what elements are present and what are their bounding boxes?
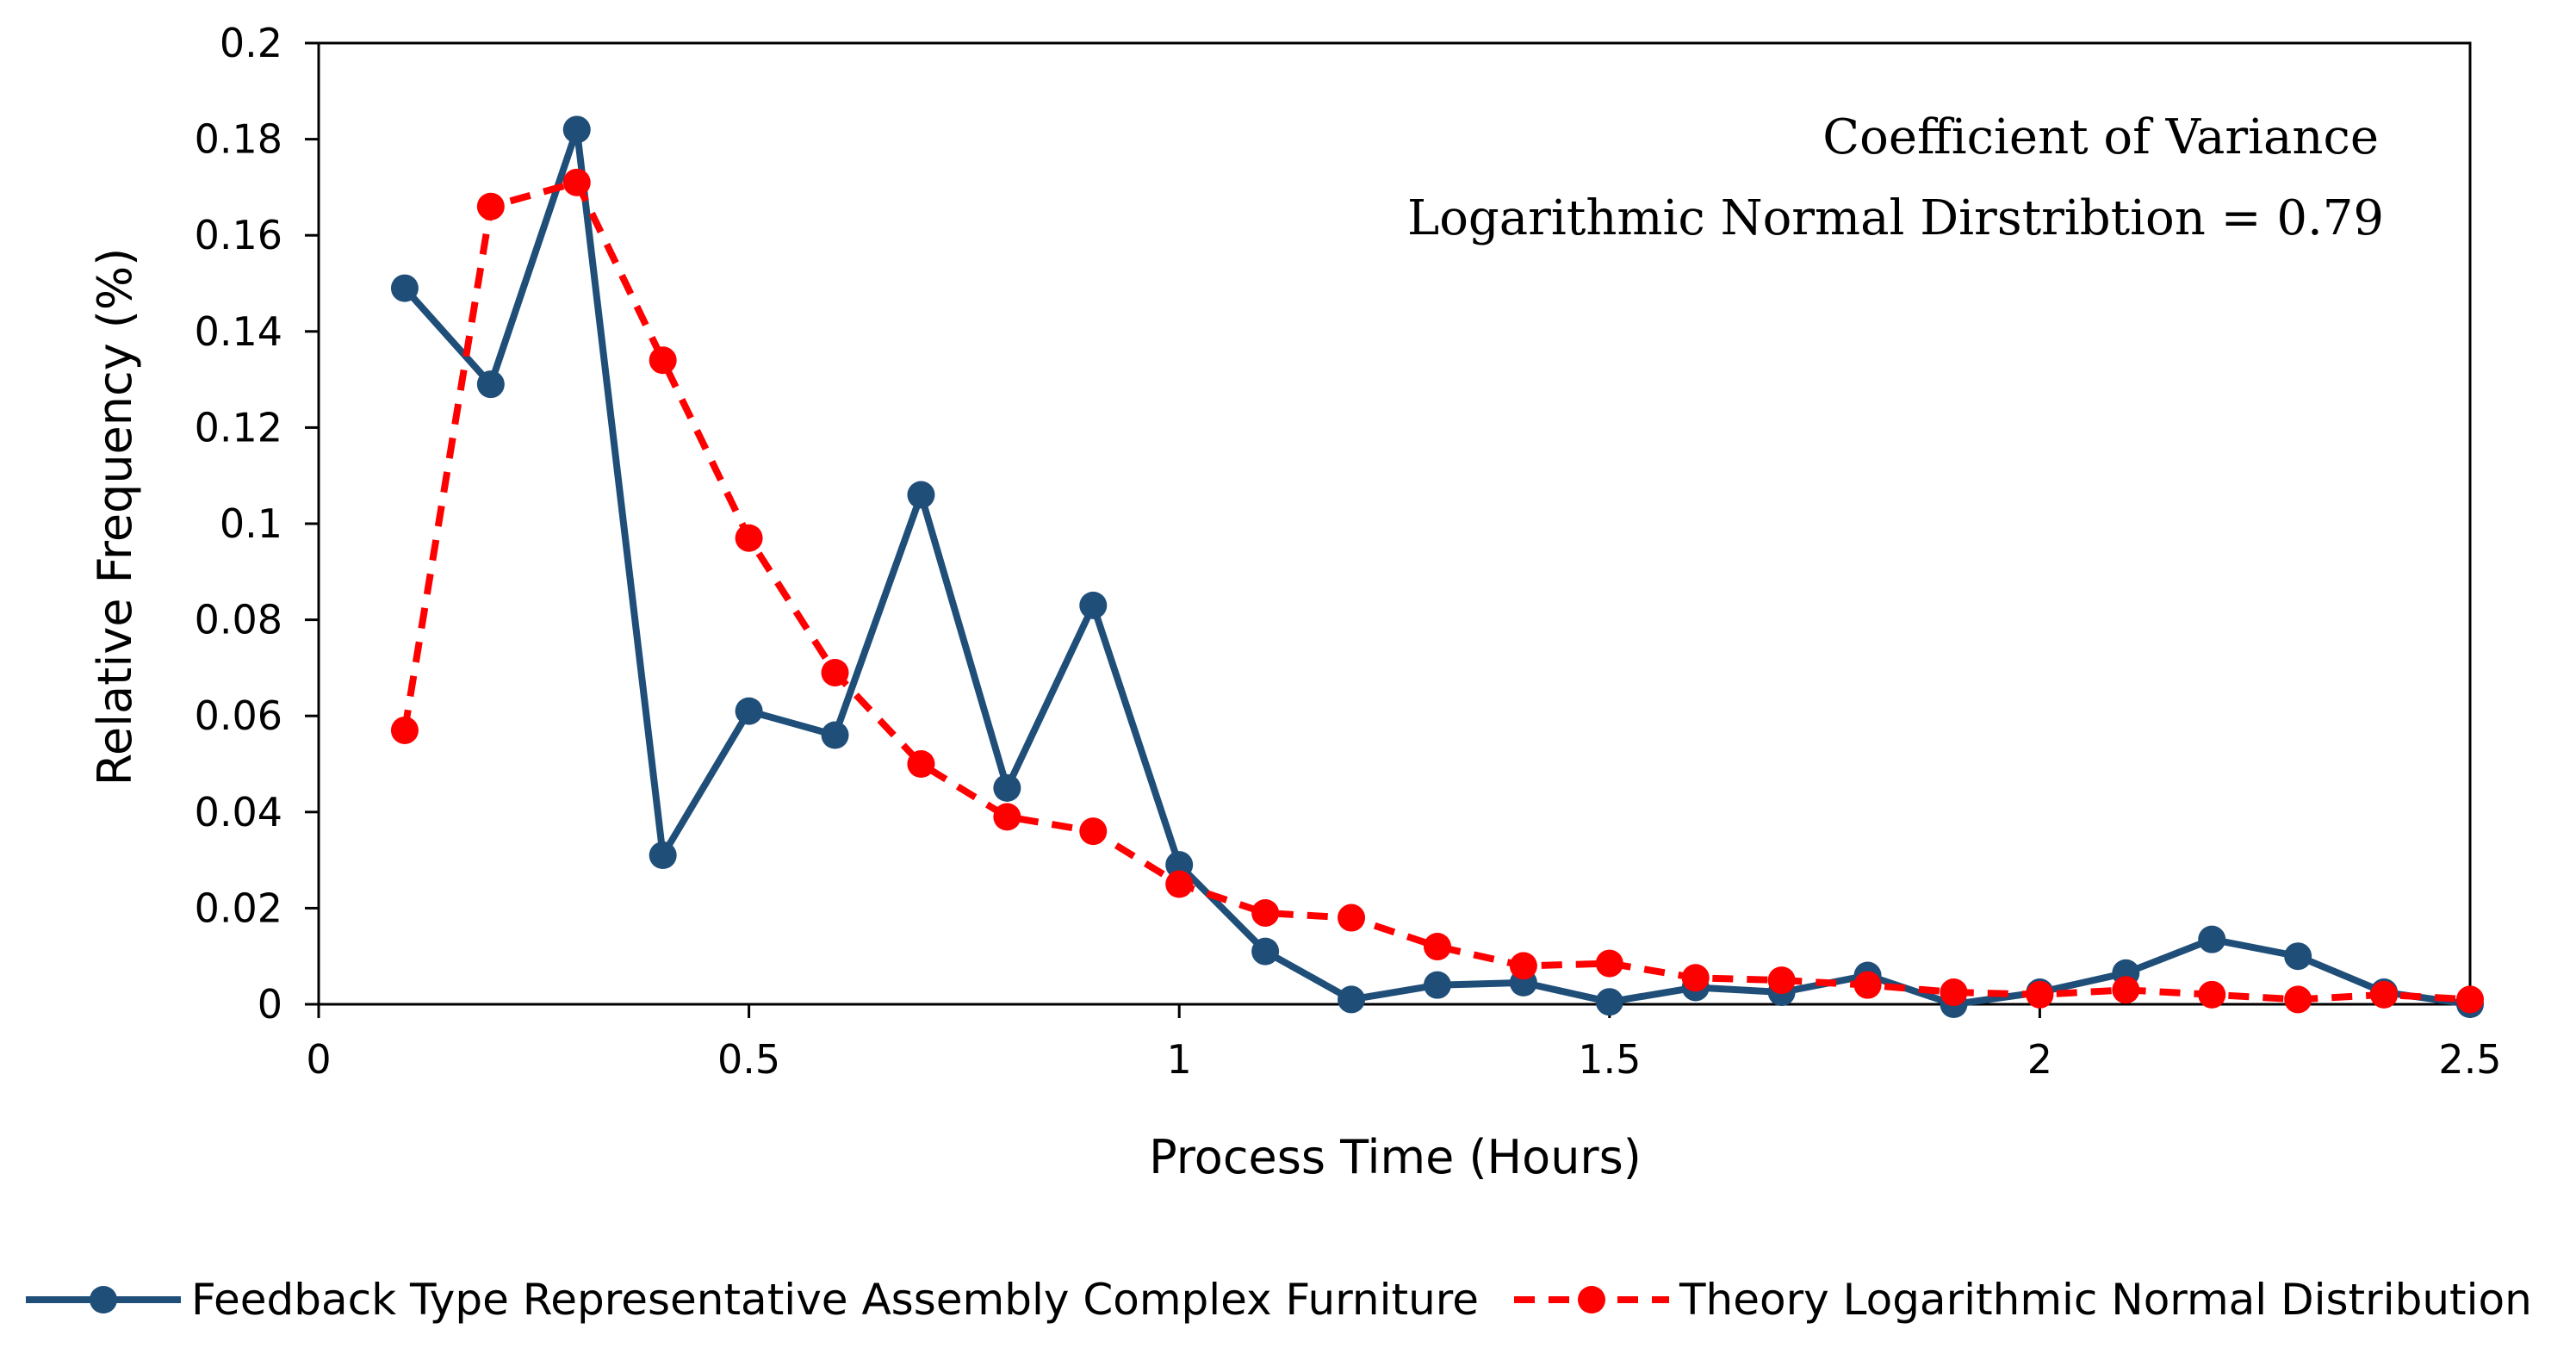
x-tick-label: 1	[1167, 1036, 1192, 1083]
data-point-theory	[1423, 933, 1451, 961]
legend-label-feedback: Feedback Type Representative Assembly Co…	[191, 1275, 1479, 1325]
legend: Feedback Type Representative Assembly Co…	[26, 1275, 2532, 1325]
y-tick-label: 0	[258, 981, 282, 1028]
data-point-theory	[1767, 966, 1796, 995]
data-point-theory	[735, 524, 763, 552]
data-point-feedback	[1165, 851, 1194, 879]
data-point-feedback	[907, 481, 935, 509]
data-point-theory	[476, 192, 505, 220]
data-point-theory	[1681, 964, 1710, 992]
data-point-theory	[2112, 976, 2140, 1004]
y-tick-label: 0.12	[195, 404, 282, 450]
y-tick-label: 0.18	[195, 116, 282, 163]
annotation-line-2: Logarithmic Normal Dirstribtion = 0.79	[1407, 190, 2384, 246]
data-point-feedback	[821, 721, 849, 749]
legend-item-feedback: Feedback Type Representative Assembly Co…	[26, 1275, 1479, 1325]
data-point-theory	[2198, 980, 2226, 1009]
axes	[317, 41, 2472, 1006]
y-tick-label: 0.16	[195, 212, 282, 258]
data-point-theory	[907, 750, 935, 778]
data-point-theory	[1165, 870, 1194, 898]
y-tick-label: 0.04	[195, 789, 282, 835]
data-point-theory	[1251, 898, 1280, 927]
data-point-feedback	[390, 274, 419, 302]
data-point-theory	[1853, 971, 1882, 999]
legend-swatch-marker-feedback	[90, 1286, 117, 1313]
legend-swatch-marker-theory	[1578, 1286, 1605, 1313]
x-tick-label: 2	[2027, 1036, 2052, 1083]
data-point-theory	[562, 168, 591, 196]
y-tick-label: 0.1	[220, 500, 282, 547]
legend-item-theory: Theory Logarithmic Normal Distribution	[1514, 1275, 2532, 1325]
data-point-theory	[1079, 817, 1108, 846]
data-point-theory	[390, 716, 419, 744]
x-axis-ticks: 0 0.5 1 1.5 2 2.5	[306, 1004, 2502, 1083]
data-point-theory	[2456, 985, 2484, 1014]
plot-area-border	[317, 41, 2472, 1006]
y-axis-title: Relative Frequency (%)	[88, 248, 142, 786]
x-tick-label: 1.5	[1578, 1036, 1641, 1083]
data-point-theory	[1940, 978, 1968, 1007]
data-point-theory	[1509, 952, 1537, 980]
data-point-feedback	[993, 773, 1021, 802]
data-point-theory	[821, 658, 849, 686]
data-point-theory	[1338, 904, 1366, 932]
data-point-feedback	[562, 115, 591, 144]
x-tick-label: 0	[306, 1036, 331, 1083]
y-tick-label: 0.14	[195, 308, 282, 355]
data-point-theory	[2026, 980, 2054, 1009]
x-axis-title: Process Time (Hours)	[1149, 1130, 1642, 1184]
y-tick-label: 0.06	[195, 692, 282, 739]
data-point-feedback	[649, 841, 677, 870]
data-point-feedback	[735, 697, 763, 725]
annotation-line-1: Coefficient of Variance	[1822, 109, 2379, 165]
data-point-feedback	[1251, 937, 1280, 966]
y-axis-ticks: 0 0.02 0.04 0.06 0.08 0.1 0.12 0.14 0.16 0.18 0.2	[195, 20, 319, 1028]
data-point-feedback	[2284, 942, 2312, 971]
x-tick-label: 0.5	[717, 1036, 780, 1083]
data-point-feedback	[1595, 988, 1623, 1016]
data-point-feedback	[2198, 925, 2226, 953]
y-tick-label: 0.2	[220, 20, 282, 66]
series-line-theory	[400, 178, 2471, 1003]
data-point-theory	[2370, 980, 2399, 1009]
series-line-feedback	[401, 126, 2471, 1008]
series-layer	[390, 115, 2484, 1018]
data-point-theory	[1595, 949, 1623, 978]
series-theory	[390, 168, 2484, 1014]
data-point-feedback	[1423, 971, 1451, 999]
legend-label-theory: Theory Logarithmic Normal Distribution	[1679, 1275, 2532, 1325]
y-tick-label: 0.02	[195, 885, 282, 931]
data-point-theory	[993, 803, 1021, 831]
series-feedback	[390, 115, 2484, 1018]
x-tick-label: 2.5	[2438, 1036, 2501, 1083]
data-point-theory	[649, 346, 677, 375]
data-point-feedback	[1338, 985, 1366, 1014]
data-point-feedback	[1079, 591, 1108, 619]
data-point-feedback	[476, 370, 505, 399]
y-tick-label: 0.08	[195, 597, 282, 643]
data-point-theory	[2284, 985, 2312, 1014]
